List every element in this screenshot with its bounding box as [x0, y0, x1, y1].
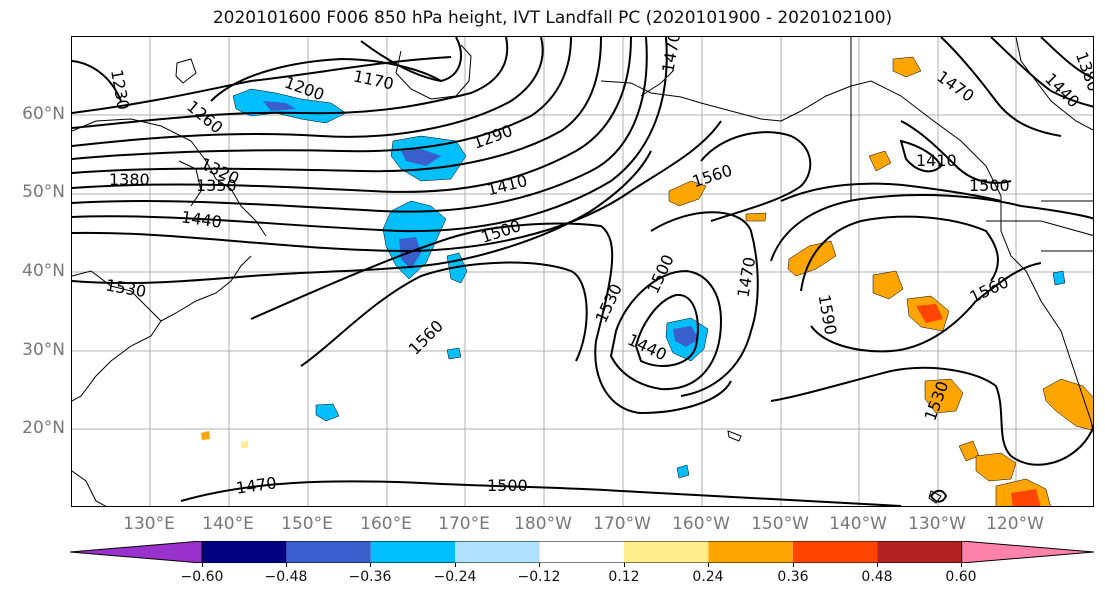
colorbar-tick-label: −0.24 — [433, 569, 477, 585]
map-panel[interactable]: 1230 1200 1170 1260 1290 1320 1350 1380 … — [71, 36, 1094, 507]
colorbar-bin — [708, 541, 793, 563]
contour-label: 1410 — [916, 151, 957, 170]
colorbar-bin — [624, 541, 709, 563]
colorbar-tickmark — [961, 563, 962, 567]
colorbar-low-extension — [70, 541, 203, 563]
colorbar-tickmark — [202, 563, 203, 567]
lon-label-170e: 170°E — [438, 514, 490, 534]
contour-label: 1440 — [180, 207, 223, 231]
coastlines — [72, 37, 1093, 506]
colorbar-tick-label: −0.36 — [348, 569, 392, 585]
contour-label: 1350 — [196, 176, 237, 195]
colorbar-tick-label: 0.60 — [945, 569, 977, 585]
colorbar-bin — [539, 541, 624, 563]
graticule — [72, 37, 1093, 506]
lon-label-160w: 160°W — [672, 514, 730, 534]
contour-label: 1170 — [352, 66, 396, 93]
lon-label-140e: 140°E — [202, 514, 254, 534]
colorbar-tickmark — [539, 563, 540, 567]
lon-label-150e: 150°E — [281, 514, 333, 534]
lon-label-150w: 150°W — [751, 514, 809, 534]
colorbar-tick-label: −0.60 — [180, 569, 224, 585]
colorbar-tickmark — [286, 563, 287, 567]
lat-label-20n: 20°N — [22, 418, 65, 438]
colorbar-tick-label: 0.12 — [608, 569, 640, 585]
contour-label: 1380 — [109, 170, 150, 189]
colorbar-tick-label: 0.36 — [777, 569, 809, 585]
colorbar-tickmark — [624, 563, 625, 567]
colorbar-tick-label: 0.48 — [861, 569, 893, 585]
colorbar-tickmark — [370, 563, 371, 567]
contour-label: 1500 — [487, 476, 528, 495]
lon-label-130w: 130°W — [908, 514, 966, 534]
contour-label: 1530 — [104, 275, 147, 301]
lat-label-40n: 40°N — [22, 261, 65, 281]
contour-label: 1500 — [643, 252, 677, 297]
contour-label: 1590 — [815, 293, 841, 336]
colorbar-tick-label: 0.24 — [692, 569, 724, 585]
colorbar-bin — [455, 541, 540, 563]
colorbar-bin — [202, 541, 287, 563]
lat-label-30n: 30°N — [22, 340, 65, 360]
lon-label-140w: 140°W — [829, 514, 887, 534]
map-canvas: 1230 1200 1170 1260 1290 1320 1350 1380 … — [72, 37, 1094, 506]
contour-label: 1470 — [658, 37, 684, 74]
contour-label: 1560 — [405, 316, 447, 358]
colorbar-tickmark — [708, 563, 709, 567]
lon-label-180w: 180°W — [514, 514, 572, 534]
lon-label-160e: 160°E — [360, 514, 412, 534]
colorbar-bin — [792, 541, 878, 563]
colorbar-tick-label: −0.48 — [264, 569, 308, 585]
colorbar-bin — [370, 541, 456, 563]
contour-label: 1560 — [967, 272, 1012, 306]
lon-label-130e: 130°E — [123, 514, 175, 534]
lon-label-170w: 170°W — [593, 514, 651, 534]
map-title: 2020101600 F006 850 hPa height, IVT Land… — [212, 8, 893, 28]
colorbar-tickmark — [877, 563, 878, 567]
ivt-colorbar — [70, 541, 1094, 563]
contour-label: 1470 — [733, 256, 759, 299]
colorbar-tick-label: −0.12 — [517, 569, 561, 585]
lon-label-120w: 120°W — [986, 514, 1044, 534]
colorbar-tickmark — [455, 563, 456, 567]
contour-label: 1470 — [235, 473, 278, 497]
contour-label: 1470 — [933, 67, 977, 106]
contour-label: 1410 — [485, 171, 529, 199]
lat-label-50n: 50°N — [22, 182, 65, 202]
colorbar-bin — [286, 541, 371, 563]
colorbar-high-extension — [961, 541, 1094, 563]
contour-label: 1290 — [470, 121, 515, 153]
contour-label: 1560 — [690, 161, 735, 192]
lat-label-60n: 60°N — [22, 104, 65, 124]
contour-label: 1230 — [107, 68, 133, 111]
colorbar-tickmark — [793, 563, 794, 567]
contour-label: 1440 — [1041, 69, 1083, 111]
height-contours — [72, 37, 1093, 506]
contour-label: 1380 — [1072, 49, 1094, 94]
contour-label: 1440 — [625, 330, 670, 364]
colorbar-bin — [877, 541, 962, 563]
contour-label: 1500 — [969, 176, 1010, 195]
